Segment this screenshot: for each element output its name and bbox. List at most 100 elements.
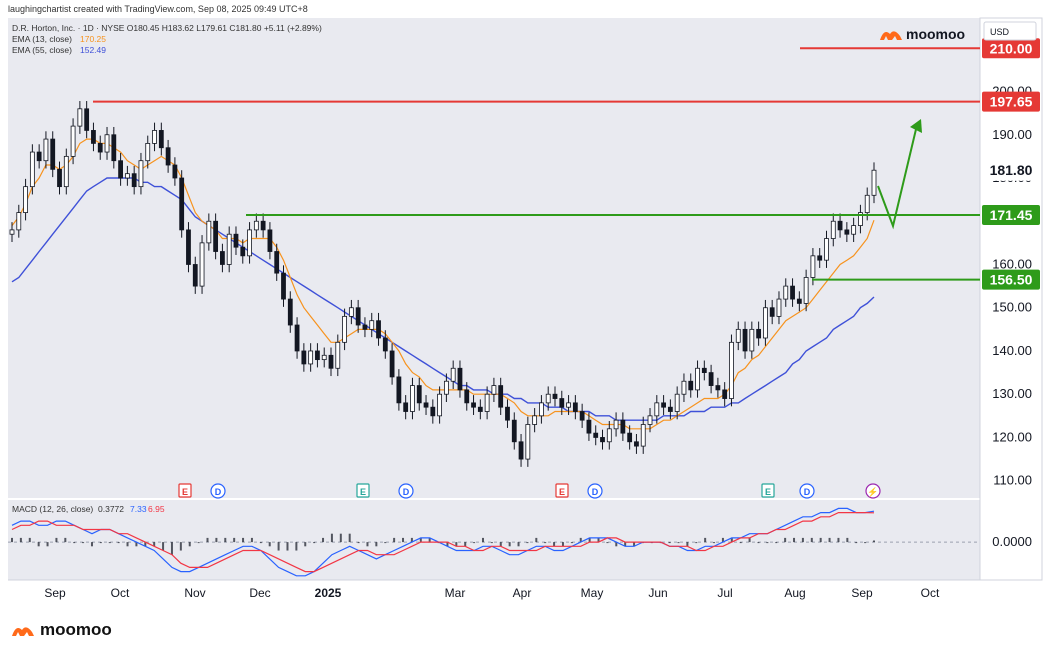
candle-body bbox=[620, 419, 626, 434]
candle-body bbox=[511, 419, 517, 443]
candle-body bbox=[145, 143, 151, 162]
candle-body bbox=[91, 130, 96, 144]
macd-hist-bar bbox=[304, 542, 307, 547]
macd-hist-bar bbox=[348, 533, 351, 543]
macd-hist-bar bbox=[739, 542, 742, 544]
macd-hist-bar bbox=[490, 542, 493, 544]
currency-label: USD bbox=[990, 27, 1010, 37]
candle-body bbox=[756, 328, 762, 339]
macd-hist-bar bbox=[535, 537, 538, 543]
candle-body bbox=[559, 398, 565, 408]
candle-body bbox=[627, 432, 633, 443]
macd-hist-bar bbox=[19, 537, 22, 543]
candle-body bbox=[749, 328, 755, 352]
candle-body bbox=[63, 155, 69, 188]
price-tag-label: 181.80 bbox=[990, 162, 1033, 178]
candle-body bbox=[233, 233, 239, 248]
macd-hist-bar bbox=[775, 542, 778, 544]
event-dividend-marker bbox=[587, 483, 603, 499]
price-tag-bg bbox=[982, 269, 1040, 290]
macd-hist-bar bbox=[517, 542, 520, 547]
macd-legend: MACD (12, 26, close) bbox=[12, 504, 93, 514]
candle-body bbox=[729, 341, 734, 399]
candle-body bbox=[667, 406, 673, 412]
macd-hist-bar bbox=[721, 537, 724, 543]
candle-body bbox=[57, 168, 62, 188]
y-tick-label: 150.00 bbox=[992, 300, 1032, 315]
macd-hist-bar bbox=[704, 537, 707, 543]
price-pane-bg bbox=[8, 18, 980, 498]
symbol-line: D.R. Horton, Inc. · 1D · NYSE O180.45 H1… bbox=[12, 23, 322, 33]
candle-body bbox=[376, 320, 381, 339]
candle-body bbox=[715, 385, 721, 391]
candle-body bbox=[688, 380, 694, 391]
candle-body bbox=[654, 402, 660, 417]
candle-body bbox=[661, 402, 666, 408]
candles-group bbox=[9, 101, 877, 467]
candle-body bbox=[735, 328, 741, 343]
candle-body bbox=[634, 441, 639, 447]
macd-hist-bar bbox=[526, 542, 529, 544]
macd-hist-bar bbox=[410, 537, 413, 543]
macd-hist-bar bbox=[828, 537, 831, 543]
candle-body bbox=[274, 251, 280, 274]
candle-body bbox=[742, 328, 748, 352]
candle-body bbox=[613, 419, 619, 430]
macd-hist-bar bbox=[313, 542, 316, 544]
macd-hist-bar bbox=[561, 542, 564, 547]
candle-body bbox=[647, 415, 653, 425]
macd-hist-bar bbox=[73, 542, 76, 544]
candle-body bbox=[539, 402, 544, 417]
candle-body bbox=[226, 233, 232, 265]
candle-body bbox=[722, 389, 728, 399]
candle-body bbox=[525, 424, 531, 460]
candle-body bbox=[579, 411, 585, 421]
candle-body bbox=[389, 350, 395, 378]
macd-hist-bar bbox=[810, 537, 813, 543]
candle-body bbox=[776, 298, 782, 317]
candle-body bbox=[294, 324, 300, 352]
macd-hist-bar bbox=[366, 542, 369, 547]
moomoo-logo-icon bbox=[880, 31, 902, 40]
candle-body bbox=[206, 220, 212, 244]
macd-hist-bar bbox=[108, 542, 111, 544]
macd-hist-bar bbox=[99, 542, 102, 544]
candle-body bbox=[505, 406, 510, 421]
candle-body bbox=[796, 298, 802, 304]
price-tag-label: 171.45 bbox=[990, 207, 1033, 223]
macd-hist-bar bbox=[295, 542, 298, 551]
macd-hist-bar bbox=[197, 542, 200, 544]
candle-body bbox=[342, 315, 347, 343]
y-tick-label: 110.00 bbox=[993, 473, 1032, 488]
macd-hist-bar bbox=[179, 542, 182, 551]
candle-body bbox=[769, 307, 775, 317]
macd-hist-bar bbox=[588, 537, 591, 543]
candle-body bbox=[36, 151, 42, 162]
ema13-legend: EMA (13, close) bbox=[12, 34, 72, 44]
x-tick-label: May bbox=[581, 586, 604, 600]
event-label: ⚡ bbox=[867, 486, 878, 498]
macd-hist-bar bbox=[375, 542, 378, 547]
x-tick-label: Oct bbox=[111, 586, 130, 600]
candle-body bbox=[362, 324, 368, 330]
candle-body bbox=[192, 264, 198, 287]
y-tick-label: 140.00 bbox=[992, 343, 1032, 358]
candle-body bbox=[118, 160, 123, 179]
candle-body bbox=[240, 246, 246, 257]
macd-hist-bar bbox=[402, 537, 405, 543]
ema55-legend-value: 152.49 bbox=[80, 45, 106, 55]
projection-arrow bbox=[877, 124, 918, 230]
candle-body bbox=[593, 432, 599, 438]
candle-body bbox=[457, 367, 463, 391]
macd-hist-bar bbox=[606, 542, 609, 544]
candle-body bbox=[410, 385, 415, 412]
candle-body bbox=[552, 393, 558, 399]
price-tag-bg bbox=[981, 159, 1041, 181]
macd-hist-bar bbox=[357, 542, 360, 544]
candle-body bbox=[586, 419, 592, 434]
event-label: E bbox=[765, 487, 771, 497]
y-tick-label: 130.00 bbox=[992, 386, 1032, 401]
macd-hist-bar bbox=[144, 542, 147, 547]
candle-body bbox=[328, 354, 334, 369]
macd-hist-bar bbox=[259, 542, 262, 544]
